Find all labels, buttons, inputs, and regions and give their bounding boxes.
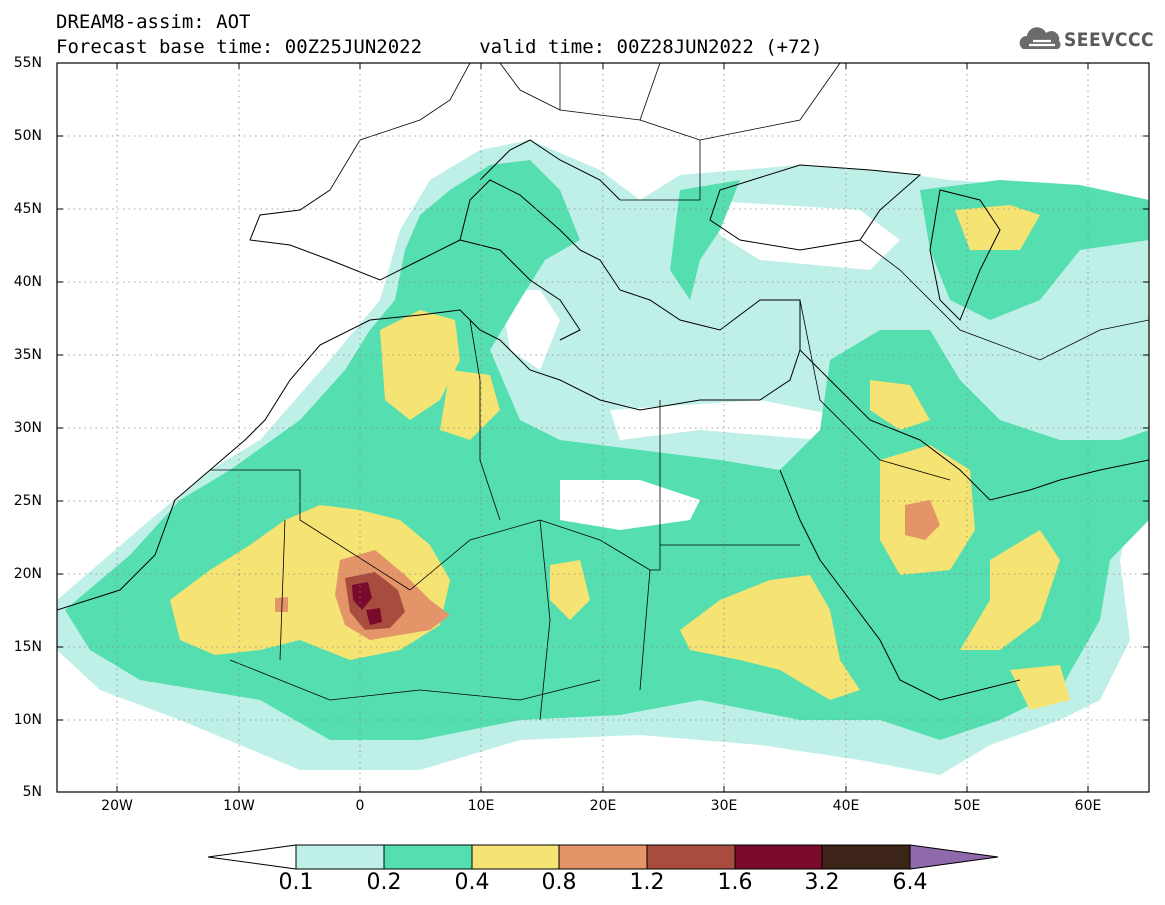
colorbar-label: 1.2: [629, 870, 665, 895]
colorbar-label: 0.1: [278, 870, 314, 895]
aot-shade-0.1: [610, 400, 860, 440]
aot-shade-0.8: [275, 597, 288, 612]
colorbar-segment: [295, 844, 385, 870]
coastline: [459, 239, 581, 341]
border: [210, 469, 411, 591]
colorbar-high-arrow: [909, 844, 999, 870]
border: [229, 659, 601, 701]
lon-label: 0: [355, 798, 365, 814]
border: [329, 63, 471, 191]
border: [799, 299, 951, 481]
colorbar-segment: [821, 844, 911, 870]
lon-label: 40E: [832, 798, 860, 814]
colorbar-segment: [646, 844, 736, 870]
colorbar-label: 0.8: [541, 870, 577, 895]
colorbar-segment: [383, 844, 473, 870]
lon-label: 60E: [1074, 798, 1102, 814]
lat-label: 15N: [13, 639, 42, 655]
aot-shade-0.4: [1010, 665, 1070, 710]
border: [539, 519, 551, 721]
coastline: [799, 349, 1149, 501]
aot-shade-0.4: [440, 370, 500, 440]
coastline: [249, 179, 801, 350]
lat-label: 50N: [13, 128, 42, 144]
aot-shade-0.4: [870, 380, 930, 430]
logo-text: SEEVCCC: [1064, 29, 1155, 51]
colorbar-segment: [471, 844, 560, 870]
lon-label: 10W: [223, 798, 255, 814]
border: [559, 63, 841, 141]
aot-shade-1.6: [352, 582, 372, 610]
aot-shade-0.8: [905, 500, 940, 540]
colorbar-label: 3.2: [804, 870, 840, 895]
aot-shade-0.4: [960, 530, 1060, 650]
lon-label: 20W: [101, 798, 133, 814]
lat-label: 20N: [13, 566, 42, 582]
lat-label: 35N: [13, 347, 42, 363]
lon-label: 10E: [467, 798, 495, 814]
lat-label: 25N: [13, 493, 42, 509]
coastline: [929, 189, 1001, 321]
lat-label: 55N: [13, 55, 42, 71]
border: [469, 319, 501, 521]
colorbar: [207, 844, 999, 870]
colorbar-segment: [558, 844, 648, 870]
lon-label: 50E: [953, 798, 981, 814]
aot-shade-0.2: [560, 480, 700, 530]
lon-label: 20E: [589, 798, 617, 814]
coastline: [479, 139, 621, 201]
lat-label: 40N: [13, 274, 42, 290]
title-line-2: Forecast base time: 00Z25JUN2022 valid t…: [56, 36, 823, 58]
aot-shade-0.1: [700, 200, 900, 270]
lat-label: 10N: [13, 712, 42, 728]
lon-label: 30E: [710, 798, 738, 814]
lat-label: 5N: [22, 784, 42, 800]
colorbar-label: 6.4: [892, 870, 928, 895]
colorbar-label: 1.6: [717, 870, 753, 895]
aot-shade-0.2: [670, 180, 740, 300]
title-line-1: DREAM8-assim: AOT: [56, 11, 251, 33]
lat-label: 30N: [13, 420, 42, 436]
cloud-icon: [1019, 27, 1061, 49]
coastline: [779, 469, 1021, 701]
aot-shade-0.4: [680, 575, 860, 700]
colorbar-label: 0.4: [454, 870, 490, 895]
colorbar-low-arrow: [207, 844, 297, 870]
border: [859, 239, 1149, 361]
aot-shade-0.4: [380, 310, 460, 420]
aot-shade-0.4: [955, 205, 1040, 250]
border: [639, 400, 661, 691]
lat-label: 45N: [13, 201, 42, 217]
colorbar-label: 0.2: [366, 870, 402, 895]
aot-shade-1.6: [366, 608, 382, 625]
border: [279, 519, 286, 661]
aot-shade-0.1: [500, 290, 560, 370]
coastline: [709, 164, 922, 251]
colorbar-segment: [734, 844, 823, 870]
aot-shade-0.4: [550, 560, 590, 620]
